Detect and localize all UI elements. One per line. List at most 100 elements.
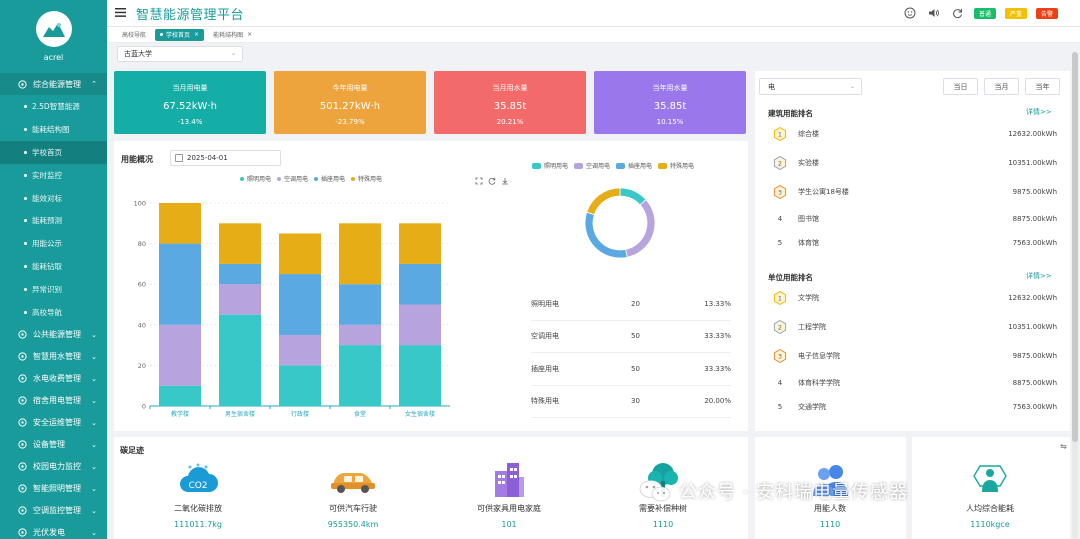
page-scrollbar[interactable] [1072, 52, 1078, 539]
sidebar-group-7[interactable]: 校园电力监控 ⌄ [0, 456, 107, 478]
bar-segment-1-0[interactable] [219, 314, 261, 406]
bar-segment-1-1[interactable] [219, 284, 261, 315]
bar-segment-0-0[interactable] [159, 385, 201, 406]
legend-item[interactable]: 空调用电 [574, 161, 610, 170]
sidebar-item-1[interactable]: 能耗结构图 [0, 118, 107, 141]
bar-segment-4-2[interactable] [399, 263, 441, 305]
bar-segment-1-2[interactable] [219, 263, 261, 285]
legend-item[interactable]: 特殊用电 [351, 174, 382, 183]
sidebar-item-8[interactable]: 异常识别 [0, 278, 107, 301]
sidebar-item-7[interactable]: 能耗钻取 [0, 255, 107, 278]
sidebar-group-0[interactable]: 综合能源管理 ⌃ [0, 73, 107, 95]
sidebar-item-label: 用能公示 [32, 239, 62, 249]
x-tick-label: 女生宿舍楼 [405, 410, 435, 418]
header-actions: 普通 严重 告警 [893, 6, 1058, 20]
download-icon[interactable] [500, 176, 509, 185]
sidebar-group-2[interactable]: 智慧用水管理 ⌄ [0, 346, 107, 368]
bar-segment-0-3[interactable] [159, 203, 201, 244]
bar-segment-2-3[interactable] [279, 233, 321, 275]
carbon-label: 用能人数 [814, 504, 846, 513]
bar-segment-0-2[interactable] [159, 243, 201, 325]
legend-item[interactable]: 插座用电 [616, 161, 652, 170]
bar-segment-3-2[interactable] [339, 284, 381, 325]
face-icon[interactable] [903, 6, 917, 20]
medal-icon: 1 [772, 127, 788, 141]
period-button-2[interactable]: 当年 [1025, 78, 1060, 95]
rank-name: 学生公寓18号楼 [798, 188, 849, 196]
sidebar-group-label: 设备管理 [33, 440, 65, 450]
sidebar: acrel 综合能源管理 ⌃ 2.5D智慧能源 能耗结构图 学校首页 实时监控 能效对标 能耗… [0, 0, 107, 539]
sidebar-item-2[interactable]: 学校首页 [0, 140, 107, 164]
bullet-dot-icon [24, 150, 27, 154]
legend-item[interactable]: 特殊用电 [658, 161, 694, 170]
bar-segment-1-3[interactable] [219, 223, 261, 264]
tab-2[interactable]: 能耗结构图 × [208, 29, 257, 41]
bar-segment-4-1[interactable] [399, 304, 441, 346]
bar-segment-3-1[interactable] [339, 324, 381, 346]
bar-segment-3-3[interactable] [339, 223, 381, 285]
sidebar-group-4[interactable]: 宿舍用电管理 ⌄ [0, 390, 107, 412]
zoom-icon[interactable] [474, 176, 483, 185]
bar-segment-4-3[interactable] [399, 223, 441, 264]
bar-segment-4-0[interactable] [399, 345, 441, 406]
tab-1[interactable]: 学校首页 × [155, 28, 205, 41]
sidebar-item-5[interactable]: 能耗预测 [0, 209, 107, 232]
legend-item[interactable]: 照明用电 [532, 161, 568, 170]
sidebar-item-0[interactable]: 2.5D智慧能源 [0, 95, 107, 118]
donut-slice-3[interactable] [586, 187, 621, 216]
alarm-button-2[interactable]: 告警 [1035, 7, 1058, 19]
legend-item[interactable]: 空调用电 [277, 174, 308, 183]
legend-item[interactable]: 照明用电 [240, 174, 271, 183]
energy-type-select[interactable]: 电 ⌄ [759, 78, 862, 95]
alarm-button-1[interactable]: 严重 [1004, 7, 1027, 19]
sidebar-group-5[interactable]: 安全运维管理 ⌄ [0, 412, 107, 434]
restore-icon[interactable] [487, 176, 496, 185]
legend-swatch [314, 176, 319, 181]
sidebar-group-9[interactable]: 空调监控管理 ⌄ [0, 500, 107, 522]
ratio-table: 照明用电 20 13.33% 空调用电 50 33.33% 插座用电 50 33.33% 特殊用电… [531, 288, 731, 418]
kpi-label: 当月用电量 [172, 84, 208, 92]
bar-segment-2-1[interactable] [279, 334, 321, 366]
carbon-value: 1110 [652, 520, 674, 529]
period-button-0[interactable]: 当日 [943, 78, 978, 95]
scroll-thumb[interactable] [1072, 52, 1078, 442]
sidebar-item-3[interactable]: 实时监控 [0, 164, 107, 187]
bar-segment-0-1[interactable] [159, 324, 201, 386]
sidebar-item-4[interactable]: 能效对标 [0, 187, 107, 210]
svg-text:3: 3 [778, 189, 782, 197]
period-button-1[interactable]: 当月 [984, 78, 1019, 95]
sidebar-group-1[interactable]: 公共能源管理 ⌄ [0, 324, 107, 346]
stacked-bar-chart: 0 20 40 60 80 100 教学楼 男生宿舍楼 行政楼 食堂 女生宿舍楼 [134, 200, 450, 418]
donut-slice-0[interactable] [619, 187, 647, 206]
bar-segment-2-0[interactable] [279, 365, 321, 406]
refresh-icon[interactable] [951, 6, 965, 20]
tab-0[interactable]: 高校导航 [117, 29, 151, 41]
hamburger-menu-icon[interactable] [115, 6, 127, 20]
sidebar-group-10[interactable]: 光伏发电 ⌄ [0, 522, 107, 539]
settings-sliders-icon[interactable]: ⇋ [1060, 442, 1067, 451]
bar-segment-3-0[interactable] [339, 345, 381, 406]
donut-slice-2[interactable] [584, 211, 628, 259]
legend-label: 空调用电 [586, 163, 611, 170]
legend-item[interactable]: 插座用电 [314, 174, 345, 183]
school-select[interactable]: 古蓝大学 ⌄ [117, 46, 243, 62]
building-rank-more-link[interactable]: 详情>> [1026, 108, 1052, 116]
date-picker[interactable]: 2025-04-01 [170, 150, 281, 166]
chevron-down-icon: ⌄ [91, 506, 97, 515]
unit-rank-more-link[interactable]: 详情>> [1026, 272, 1052, 280]
sidebar-item-6[interactable]: 用能公示 [0, 232, 107, 255]
close-icon[interactable]: × [247, 31, 253, 38]
close-icon[interactable]: × [194, 31, 200, 38]
bar-segment-2-2[interactable] [279, 274, 321, 335]
sidebar-group-6[interactable]: 设备管理 ⌄ [0, 434, 107, 456]
alarm-button-0[interactable]: 普通 [973, 7, 996, 19]
ratio-value: 50 [631, 364, 640, 373]
sidebar-group-8[interactable]: 智能照明管理 ⌄ [0, 478, 107, 500]
sidebar-item-9[interactable]: 高校导航 [0, 301, 107, 324]
svg-text:2: 2 [778, 160, 782, 168]
volume-icon[interactable] [927, 6, 941, 20]
donut-slice-1[interactable] [625, 199, 656, 258]
logo-area: acrel [0, 0, 107, 73]
sidebar-group-3[interactable]: 水电收费管理 ⌄ [0, 368, 107, 390]
chevron-down-icon: ⌄ [91, 374, 97, 383]
